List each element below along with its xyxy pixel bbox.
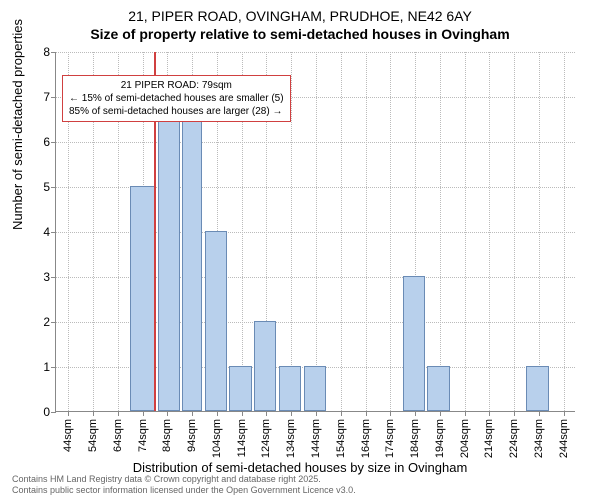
- x-tick-mark: [93, 411, 94, 416]
- x-tick-label: 54sqm: [87, 419, 99, 452]
- x-tick-label: 104sqm: [211, 419, 223, 458]
- chart-container: 21, PIPER ROAD, OVINGHAM, PRUDHOE, NE42 …: [0, 0, 600, 500]
- gridline-v: [564, 52, 565, 411]
- x-tick-mark: [68, 411, 69, 416]
- x-tick-mark: [440, 411, 441, 416]
- x-tick-mark: [514, 411, 515, 416]
- y-tick-label: 0: [43, 405, 50, 419]
- y-tick-mark: [51, 367, 56, 368]
- y-tick-label: 1: [43, 360, 50, 374]
- y-tick-mark: [51, 187, 56, 188]
- gridline-v: [489, 52, 490, 411]
- x-tick-label: 184sqm: [409, 419, 421, 458]
- x-tick-mark: [564, 411, 565, 416]
- y-tick-mark: [51, 322, 56, 323]
- annotation-larger-text: 85% of semi-detached houses are larger (…: [69, 105, 284, 118]
- y-tick-label: 5: [43, 180, 50, 194]
- gridline-v: [316, 52, 317, 411]
- y-tick-mark: [51, 142, 56, 143]
- histogram-bar: [427, 366, 449, 411]
- x-tick-mark: [390, 411, 391, 416]
- y-tick-label: 2: [43, 315, 50, 329]
- gridline-v: [514, 52, 515, 411]
- x-tick-mark: [316, 411, 317, 416]
- annotation-callout: 21 PIPER ROAD: 79sqm ← 15% of semi-detac…: [62, 75, 291, 122]
- annotation-title: 21 PIPER ROAD: 79sqm: [69, 79, 284, 92]
- x-tick-label: 194sqm: [434, 419, 446, 458]
- x-tick-mark: [415, 411, 416, 416]
- plot-area: 21 PIPER ROAD: 79sqm ← 15% of semi-detac…: [55, 52, 575, 412]
- gridline-v: [539, 52, 540, 411]
- histogram-bar: [403, 276, 425, 411]
- x-tick-mark: [366, 411, 367, 416]
- x-tick-label: 44sqm: [62, 419, 74, 452]
- x-tick-label: 84sqm: [161, 419, 173, 452]
- footer-line2: Contains public sector information licen…: [12, 485, 356, 496]
- x-tick-mark: [242, 411, 243, 416]
- x-tick-label: 244sqm: [558, 419, 570, 458]
- x-tick-label: 154sqm: [335, 419, 347, 458]
- y-tick-label: 4: [43, 225, 50, 239]
- histogram-bar: [205, 231, 227, 411]
- x-tick-mark: [539, 411, 540, 416]
- x-tick-mark: [118, 411, 119, 416]
- gridline-v: [341, 52, 342, 411]
- y-tick-label: 6: [43, 135, 50, 149]
- x-tick-label: 94sqm: [186, 419, 198, 452]
- histogram-bar: [182, 96, 202, 411]
- histogram-bar: [130, 186, 155, 411]
- y-tick-mark: [51, 232, 56, 233]
- x-tick-mark: [167, 411, 168, 416]
- gridline-v: [366, 52, 367, 411]
- histogram-bar: [279, 366, 301, 411]
- x-tick-mark: [143, 411, 144, 416]
- x-tick-label: 234sqm: [533, 419, 545, 458]
- chart-title-line2: Size of property relative to semi-detach…: [0, 24, 600, 42]
- x-tick-label: 174sqm: [384, 419, 396, 458]
- x-tick-mark: [465, 411, 466, 416]
- footer-attribution: Contains HM Land Registry data © Crown c…: [12, 474, 356, 496]
- histogram-bar: [526, 366, 548, 411]
- y-tick-mark: [51, 277, 56, 278]
- x-tick-label: 204sqm: [459, 419, 471, 458]
- histogram-bar: [158, 96, 180, 411]
- x-axis-label: Distribution of semi-detached houses by …: [0, 460, 600, 475]
- x-tick-label: 124sqm: [260, 419, 272, 458]
- histogram-bar: [304, 366, 326, 411]
- x-tick-mark: [489, 411, 490, 416]
- y-tick-label: 7: [43, 90, 50, 104]
- gridline-v: [465, 52, 466, 411]
- y-tick-label: 8: [43, 45, 50, 59]
- x-tick-mark: [192, 411, 193, 416]
- gridline-v: [390, 52, 391, 411]
- gridline-v: [291, 52, 292, 411]
- x-tick-mark: [341, 411, 342, 416]
- x-tick-label: 114sqm: [236, 419, 248, 457]
- x-tick-label: 74sqm: [137, 419, 149, 452]
- x-tick-label: 64sqm: [112, 419, 124, 452]
- annotation-smaller-text: ← 15% of semi-detached houses are smalle…: [69, 92, 284, 105]
- x-tick-label: 134sqm: [285, 419, 297, 458]
- x-tick-label: 214sqm: [483, 419, 495, 458]
- y-tick-mark: [51, 412, 56, 413]
- y-tick-mark: [51, 97, 56, 98]
- chart-title-line1: 21, PIPER ROAD, OVINGHAM, PRUDHOE, NE42 …: [0, 0, 600, 24]
- x-tick-mark: [291, 411, 292, 416]
- x-tick-label: 144sqm: [310, 419, 322, 458]
- y-tick-mark: [51, 52, 56, 53]
- footer-line1: Contains HM Land Registry data © Crown c…: [12, 474, 356, 485]
- y-tick-label: 3: [43, 270, 50, 284]
- y-axis-label: Number of semi-detached properties: [10, 19, 25, 230]
- x-tick-mark: [217, 411, 218, 416]
- gridline-v: [440, 52, 441, 411]
- x-tick-label: 164sqm: [360, 419, 372, 458]
- x-tick-mark: [266, 411, 267, 416]
- histogram-bar: [229, 366, 251, 411]
- x-tick-label: 224sqm: [508, 419, 520, 458]
- histogram-bar: [254, 321, 276, 411]
